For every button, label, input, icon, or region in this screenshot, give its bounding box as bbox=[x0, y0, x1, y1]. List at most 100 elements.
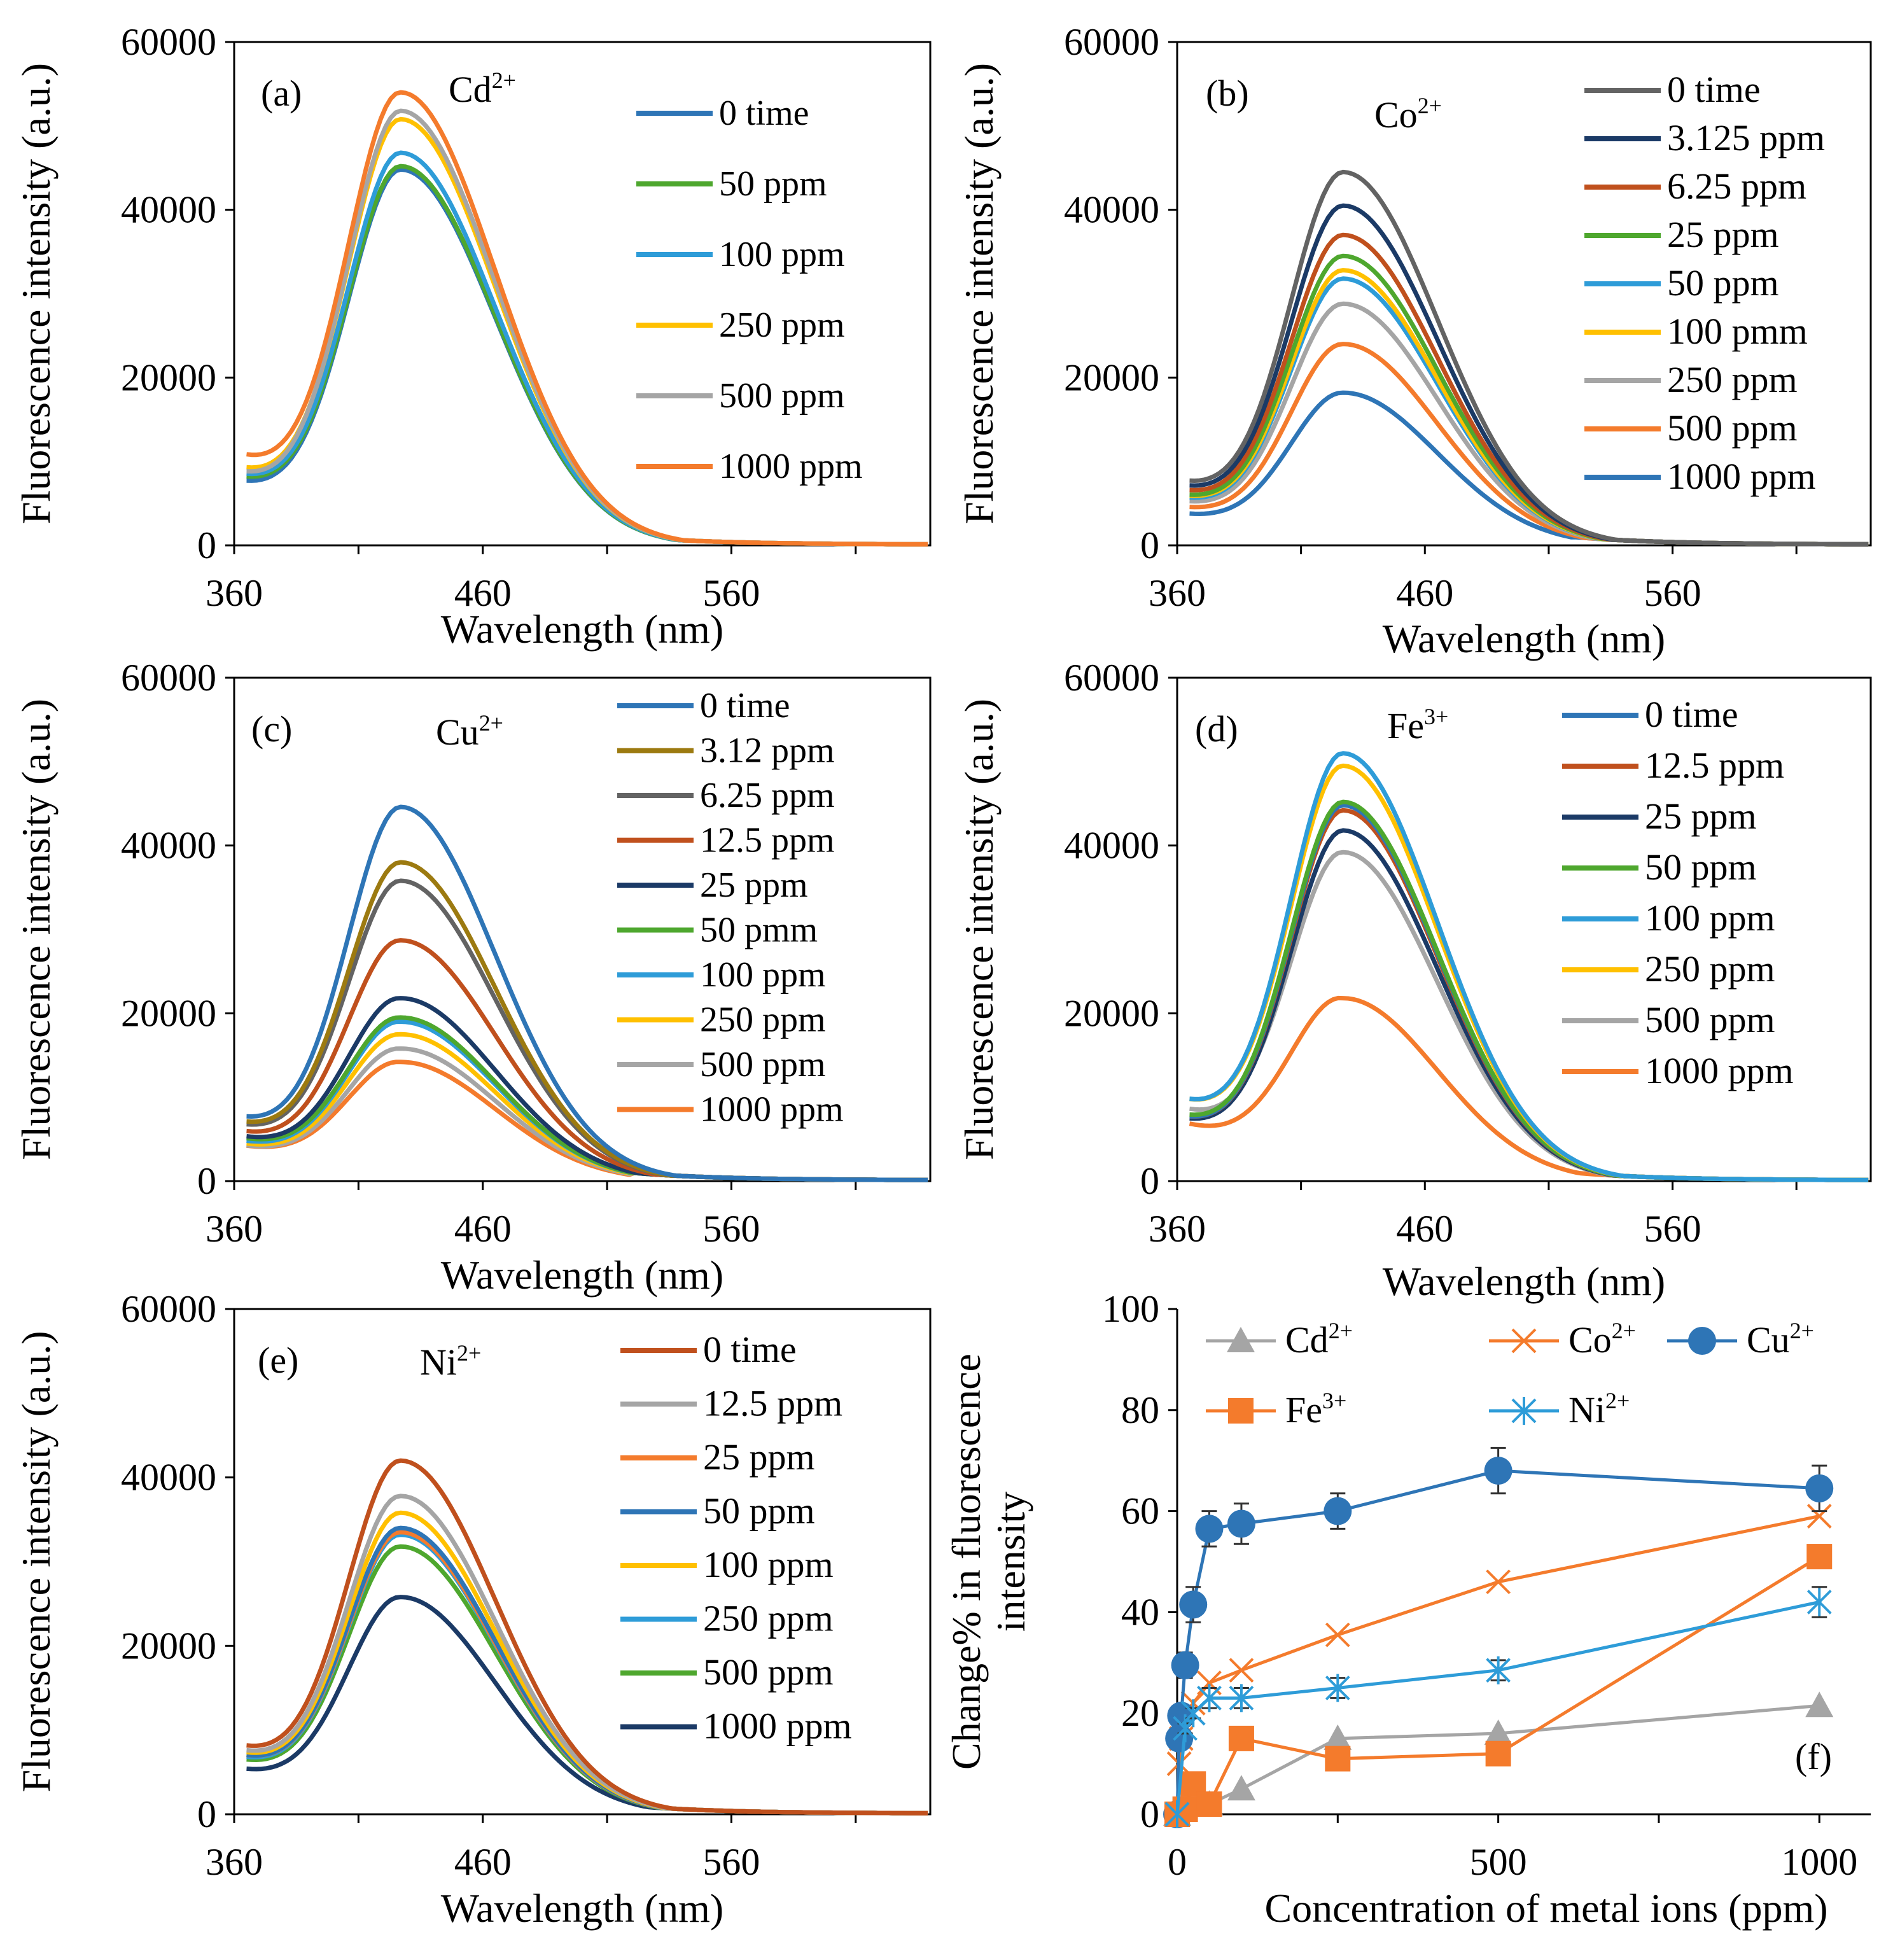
legend-label: 50 ppm bbox=[1667, 262, 1779, 304]
data-point bbox=[1805, 1474, 1834, 1502]
y-tick-label: 0 bbox=[1140, 1793, 1159, 1835]
y-tick-label: 60000 bbox=[121, 21, 216, 63]
x-axis-label: Wavelength (nm) bbox=[1383, 1259, 1665, 1304]
legend-label: 0 time bbox=[1667, 69, 1761, 110]
legend-label: 1000 ppm bbox=[1667, 456, 1816, 497]
x-tick-label: 0 bbox=[1168, 1841, 1187, 1883]
y-tick-label: 20000 bbox=[121, 992, 216, 1034]
y-tick-label: 80 bbox=[1121, 1389, 1159, 1431]
data-point bbox=[1806, 1588, 1832, 1616]
chart-panel-4: 0 20000 40000 60000 360 460 560 Wavelength (nm)… bbox=[956, 657, 1872, 1304]
data-point bbox=[1484, 1457, 1512, 1485]
y-tick-label: 20000 bbox=[121, 1625, 216, 1667]
x-tick-label: 360 bbox=[206, 572, 263, 614]
x-axis-label: Wavelength (nm) bbox=[1383, 616, 1665, 661]
data-point bbox=[1197, 1684, 1222, 1712]
data-point bbox=[1325, 1622, 1350, 1648]
data-point bbox=[1227, 1327, 1255, 1352]
legend-label: 25 ppm bbox=[700, 865, 808, 905]
panel-label: (c) bbox=[251, 708, 292, 750]
legend-label: 100 ppm bbox=[1645, 897, 1775, 939]
y-tick-label: 60000 bbox=[1064, 657, 1159, 699]
legend-label: Cd2+ bbox=[1285, 1318, 1353, 1361]
plot-frame bbox=[233, 41, 932, 547]
data-point bbox=[1806, 1504, 1832, 1529]
x-tick-label: 460 bbox=[1396, 572, 1453, 614]
legend-label: 1000 ppm bbox=[700, 1090, 844, 1130]
panel-label: (a) bbox=[261, 73, 302, 114]
x-tick-label: 560 bbox=[1644, 1208, 1701, 1250]
legend-label: 250 ppm bbox=[719, 305, 845, 345]
x-tick-label: 360 bbox=[206, 1841, 263, 1883]
legend-label: 25 ppm bbox=[1667, 214, 1779, 255]
data-point bbox=[1171, 1651, 1199, 1679]
data-point bbox=[1229, 1684, 1254, 1712]
legend-label: 1000 ppm bbox=[703, 1705, 852, 1747]
plot-frame bbox=[233, 1308, 932, 1816]
ion-label: Fe3+ bbox=[1387, 704, 1448, 746]
series-line bbox=[1189, 751, 1869, 1182]
data-point bbox=[1179, 1590, 1208, 1619]
data-point bbox=[1324, 1497, 1352, 1525]
y-tick-label: 20000 bbox=[1064, 356, 1159, 398]
legend-label: 500 ppm bbox=[719, 376, 845, 416]
legend-label: 500 ppm bbox=[700, 1045, 826, 1084]
legend-label: 50 pmm bbox=[700, 911, 818, 950]
legend-label: 0 time bbox=[719, 94, 809, 133]
y-tick-label: 0 bbox=[197, 524, 216, 566]
legend-label: Cu2+ bbox=[1747, 1318, 1814, 1361]
x-tick-label: 560 bbox=[702, 1841, 760, 1883]
y-tick-label: 0 bbox=[1140, 1160, 1159, 1202]
legend-label: 100 ppm bbox=[719, 235, 845, 274]
legend-label: 25 ppm bbox=[1645, 795, 1757, 837]
legend-label: Ni2+ bbox=[1568, 1388, 1630, 1431]
legend-label: Fe3+ bbox=[1285, 1388, 1346, 1431]
legend-label: 1000 ppm bbox=[1645, 1050, 1794, 1091]
x-tick-label: 460 bbox=[454, 1841, 512, 1883]
y-tick-label: 20 bbox=[1121, 1692, 1159, 1734]
y-axis-label: Fluorescence intensity (a.u.) bbox=[13, 63, 59, 524]
series-line bbox=[246, 804, 928, 1182]
x-tick-label: 460 bbox=[454, 572, 512, 614]
plot-frame bbox=[233, 676, 932, 1182]
y-axis-label: Fluorescence intensity (a.u.) bbox=[13, 699, 59, 1160]
x-tick-label: 560 bbox=[702, 1208, 760, 1250]
y-tick-label: 60000 bbox=[121, 1288, 216, 1330]
x-tick-label: 360 bbox=[206, 1208, 263, 1250]
legend-label: 3.12 ppm bbox=[700, 731, 835, 771]
data-point bbox=[1511, 1328, 1537, 1354]
y-tick-label: 40000 bbox=[121, 189, 216, 231]
legend-label: 250 ppm bbox=[1645, 948, 1775, 990]
legend-label: 50 ppm bbox=[1645, 846, 1757, 888]
legend-label: 1000 ppm bbox=[719, 447, 863, 486]
legend-label: 250 ppm bbox=[1667, 359, 1798, 400]
data-point bbox=[1485, 1740, 1511, 1767]
panel-label: (e) bbox=[258, 1340, 298, 1381]
y-axis-label: Fluorescence intensity (a.u.) bbox=[956, 699, 1002, 1160]
y-tick-label: 60 bbox=[1121, 1490, 1159, 1532]
x-axis-label: Wavelength (nm) bbox=[441, 1252, 723, 1298]
data-point bbox=[1228, 1725, 1254, 1751]
data-point bbox=[1324, 1724, 1352, 1750]
plot-frame bbox=[1176, 676, 1872, 1182]
y-tick-label: 20000 bbox=[121, 356, 216, 398]
y-tick-label: 0 bbox=[197, 1160, 216, 1202]
data-point bbox=[1484, 1719, 1512, 1745]
x-tick-label: 500 bbox=[1470, 1841, 1527, 1883]
y-axis-label: Change% in fluorescenceintensity bbox=[944, 1354, 1033, 1770]
legend-label: 500 ppm bbox=[1645, 999, 1775, 1040]
x-tick-label: 460 bbox=[454, 1208, 512, 1250]
ion-label: Ni2+ bbox=[420, 1340, 481, 1383]
legend-label: 100 ppm bbox=[700, 955, 826, 995]
data-point bbox=[1486, 1569, 1511, 1595]
data-point bbox=[1196, 1791, 1222, 1817]
y-axis-label: Fluorescence intensity (a.u.) bbox=[956, 63, 1002, 524]
x-tick-label: 360 bbox=[1149, 572, 1206, 614]
x-tick-label: 360 bbox=[1149, 1208, 1206, 1250]
legend-label: 12.5 ppm bbox=[703, 1383, 842, 1424]
legend-label: 250 ppm bbox=[700, 1000, 826, 1040]
legend-label: 100 pmm bbox=[1667, 311, 1808, 352]
panel-label: (d) bbox=[1195, 708, 1238, 750]
